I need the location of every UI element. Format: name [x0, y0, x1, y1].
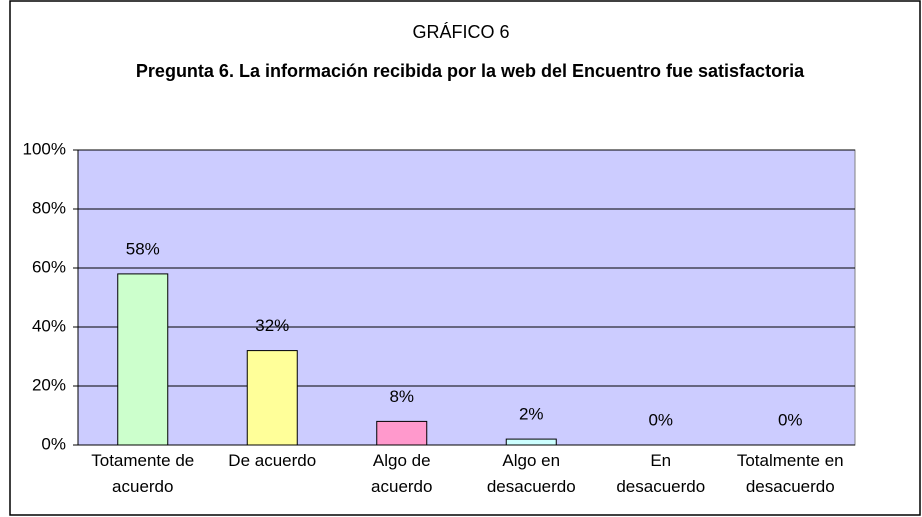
y-tick-label: 40% — [32, 316, 66, 335]
y-tick-label: 20% — [32, 375, 66, 394]
data-label: 2% — [519, 405, 544, 424]
y-tick-label: 60% — [32, 257, 66, 276]
bar — [246, 350, 298, 446]
x-tick-label: Totalmente en desacuerdo — [736, 451, 844, 496]
y-tick-label: 100% — [23, 139, 66, 158]
bar — [376, 420, 428, 446]
plot-area — [77, 149, 856, 446]
x-tick-label: Totamente de acuerdo — [91, 451, 195, 496]
data-label: 0% — [648, 410, 673, 429]
x-tick-label: Algo en desacuerdo — [486, 451, 576, 496]
bar — [505, 438, 557, 446]
chart-title: GRÁFICO 6 — [412, 22, 510, 42]
x-tick-label: De acuerdo — [228, 451, 317, 470]
y-tick-label: 0% — [41, 434, 66, 453]
y-tick-label: 80% — [32, 198, 66, 217]
bar — [117, 273, 169, 446]
data-label: 58% — [126, 239, 160, 258]
x-tick-label: Algo de acuerdo — [371, 451, 433, 496]
data-label: 0% — [778, 410, 803, 429]
x-tick-label: En desacuerdo — [616, 451, 706, 496]
chart-border — [9, 0, 921, 516]
chart-subtitle: Pregunta 6. La información recibida por … — [135, 61, 805, 81]
data-label: 32% — [255, 316, 289, 335]
data-label: 8% — [389, 387, 414, 406]
